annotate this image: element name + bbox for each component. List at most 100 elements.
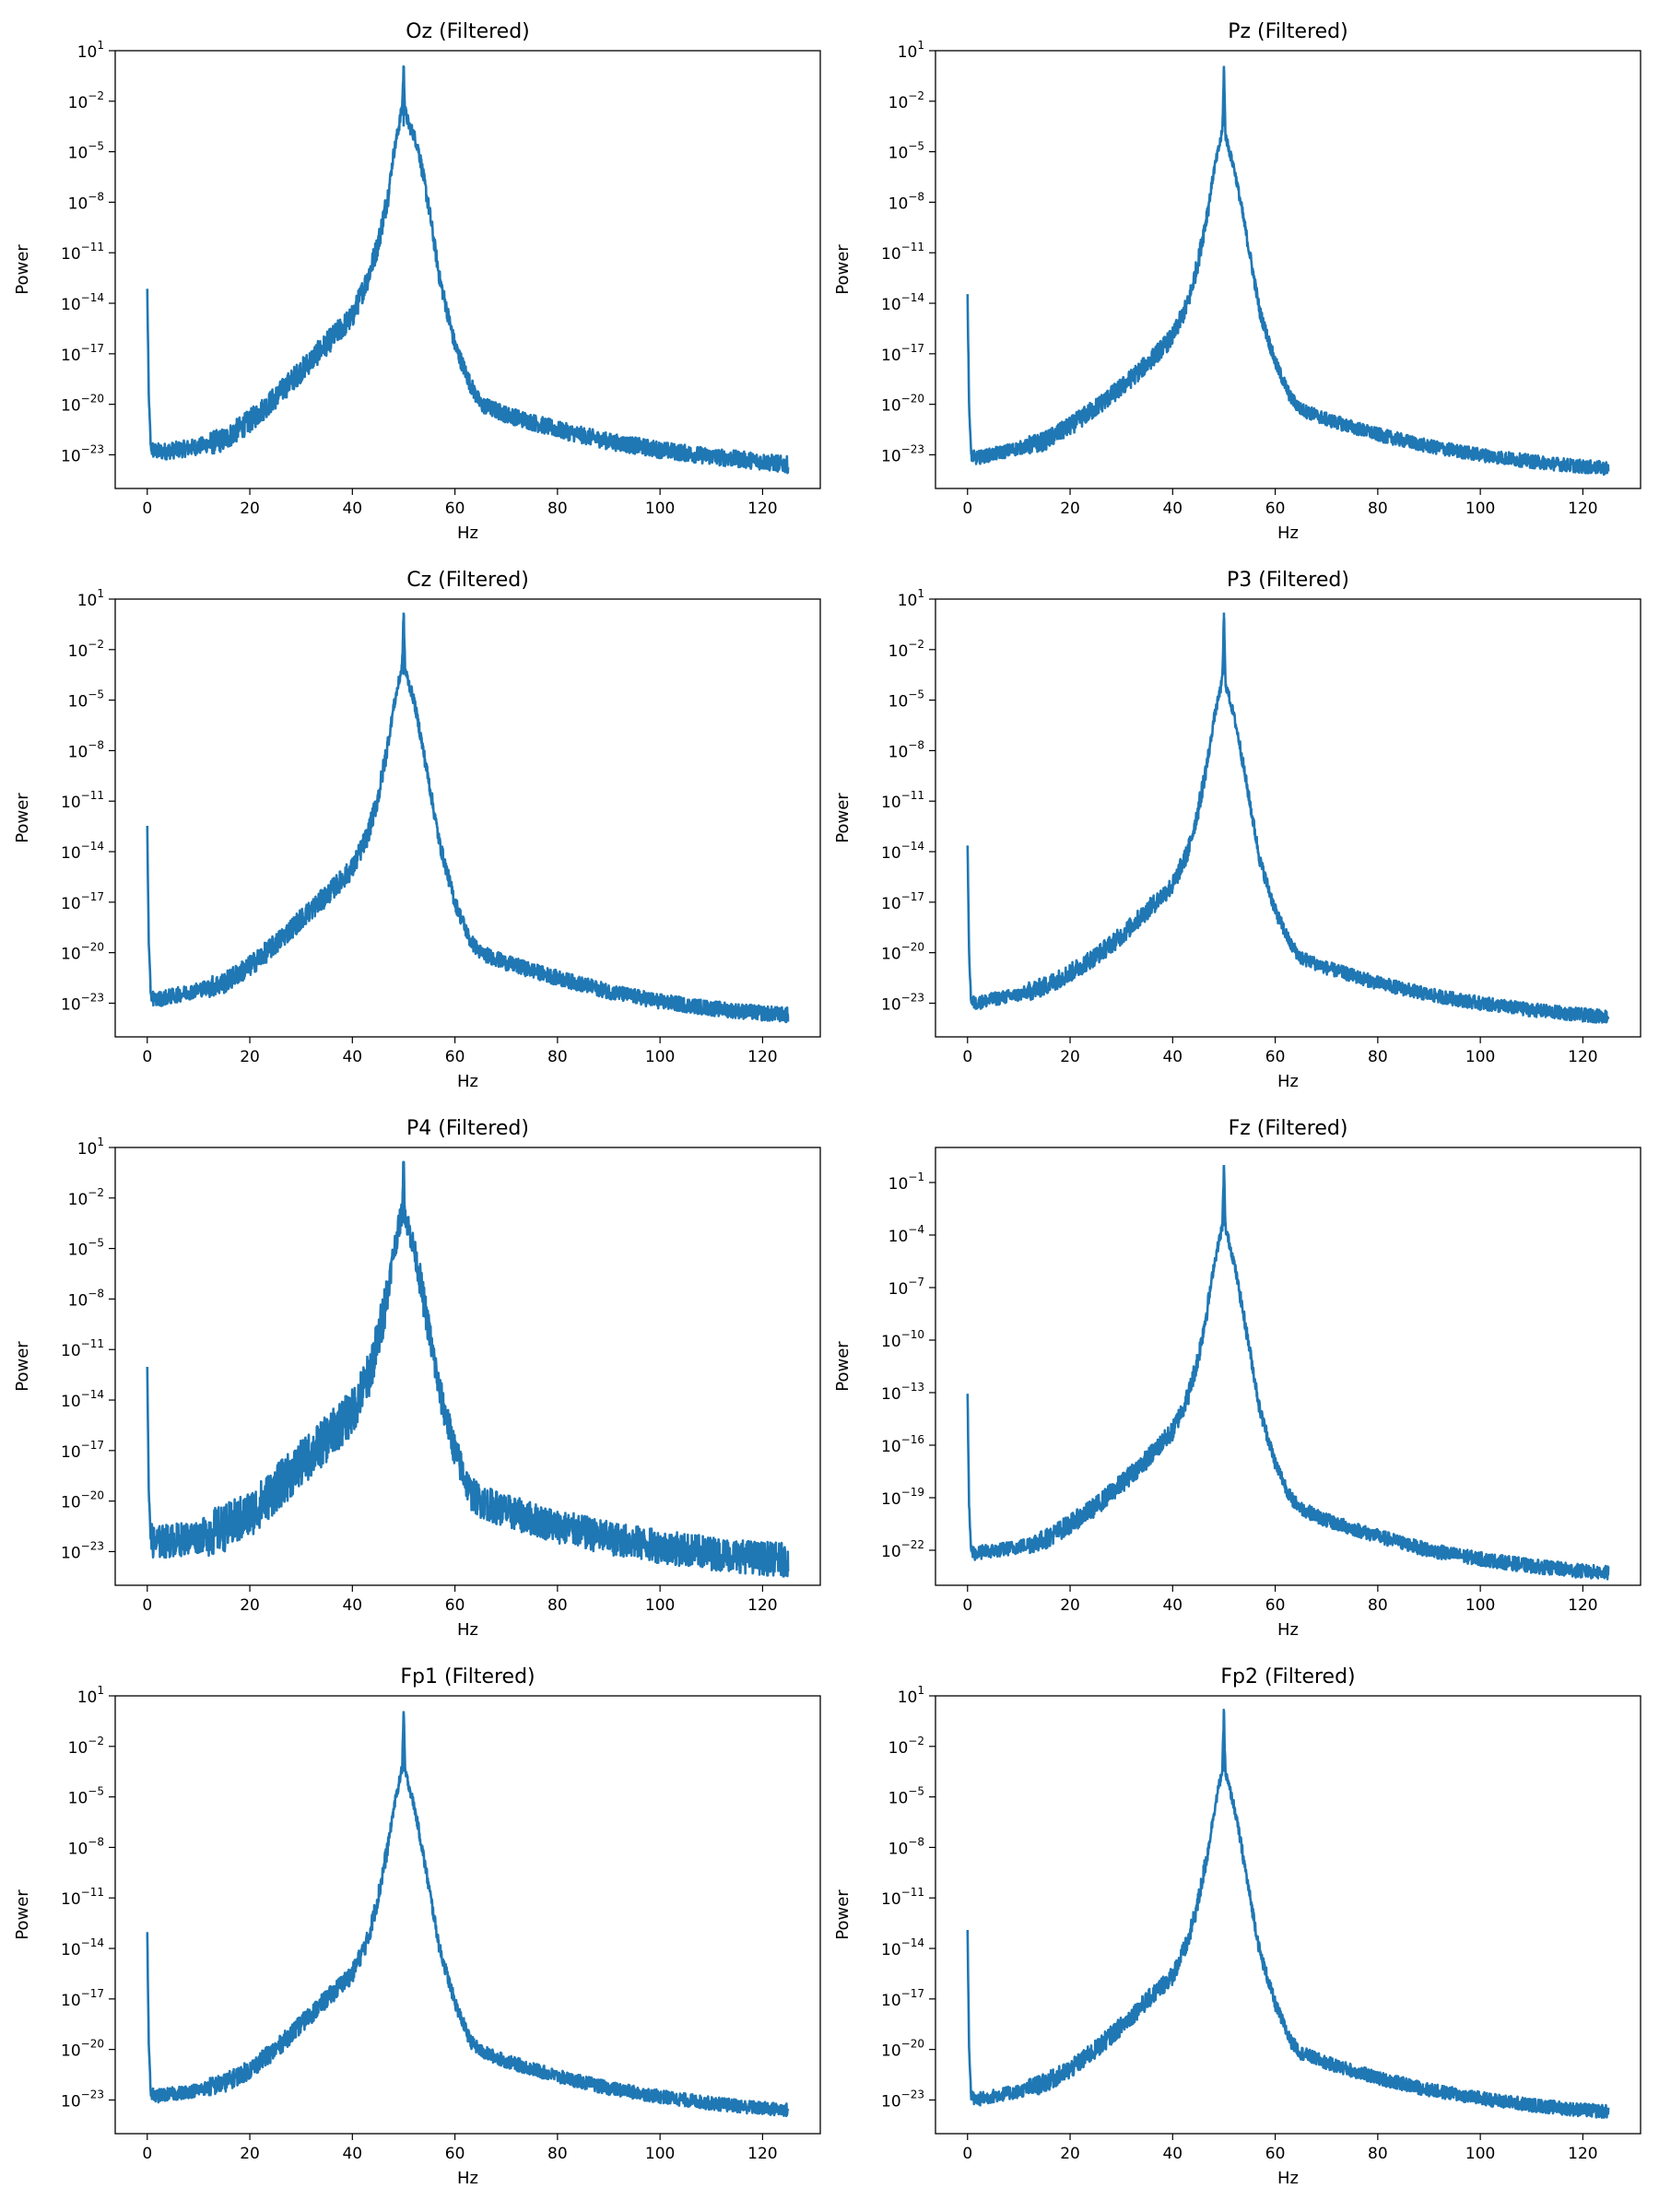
- y-tick-label: 101: [898, 587, 924, 610]
- x-tick-label: 80: [1368, 2145, 1388, 2163]
- x-tick-label: 60: [1265, 1596, 1286, 1615]
- x-tick-label: 120: [747, 1048, 777, 1066]
- y-tick-label: 10−16: [881, 1433, 924, 1456]
- x-tick-label: 20: [240, 1596, 260, 1615]
- x-tick-label: 120: [747, 1596, 777, 1615]
- subplot-5: 0 20 40 60 80 100 120 10−1 10−4 10−7 10−10 10−13 10−…: [833, 1117, 1641, 1640]
- y-axis-label: Power: [13, 244, 32, 295]
- chart-title: P4 (Filtered): [406, 1117, 529, 1140]
- x-tick-label: 100: [1465, 2145, 1495, 2163]
- x-axis-label: Hz: [457, 524, 478, 543]
- x-tick-label: 40: [342, 500, 362, 518]
- x-tick-label: 40: [342, 1596, 362, 1615]
- x-tick-label: 20: [240, 1048, 260, 1066]
- axes-frame: [114, 50, 821, 489]
- y-tick-label: 10−20: [61, 393, 104, 416]
- y-tick-label: 10−11: [61, 1337, 104, 1360]
- x-axis-label: Hz: [457, 1072, 478, 1091]
- y-tick-label: 10−17: [61, 890, 104, 913]
- x-tick-label: 80: [547, 500, 568, 518]
- x-axis-label: Hz: [1277, 1072, 1299, 1091]
- y-axis-label: Power: [13, 1889, 32, 1940]
- x-tick-label: 40: [1162, 1048, 1182, 1066]
- y-tick-label: 10−5: [68, 688, 104, 712]
- x-tick-label: 100: [645, 1048, 675, 1066]
- x-axis-label: Hz: [1277, 2169, 1299, 2188]
- x-tick-label: 40: [1162, 1596, 1182, 1615]
- y-tick-label: 10−20: [881, 941, 924, 964]
- y-tick-label: 10−14: [61, 1388, 104, 1411]
- y-tick-label: 10−2: [68, 1735, 104, 1758]
- y-tick-label: 10−8: [68, 738, 104, 761]
- y-tick-label: 10−5: [68, 140, 104, 163]
- series-line-0: [966, 1165, 1610, 1581]
- x-tick-label: 100: [645, 1596, 675, 1615]
- y-tick-label: 10−2: [68, 1186, 104, 1209]
- x-tick-label: 60: [1265, 500, 1286, 518]
- y-tick-label: 10−14: [881, 1936, 924, 1959]
- y-tick-label: 10−14: [61, 840, 104, 863]
- series-line-0: [146, 65, 790, 475]
- y-tick-label: 10−22: [881, 1538, 924, 1561]
- y-tick-label: 10−20: [61, 941, 104, 964]
- y-tick-label: 10−17: [61, 342, 104, 365]
- x-tick-label: 100: [1465, 1048, 1495, 1066]
- axes-frame: [114, 1695, 821, 2135]
- x-axis-label: Hz: [457, 2169, 478, 2188]
- y-tick-label: 10−17: [61, 1439, 104, 1462]
- y-tick-label: 10−17: [881, 890, 924, 913]
- x-tick-label: 120: [1568, 2145, 1597, 2163]
- x-tick-label: 120: [1568, 500, 1597, 518]
- x-tick-label: 60: [445, 1048, 465, 1066]
- y-tick-label: 10−23: [881, 2088, 924, 2111]
- chart-title: Oz (Filtered): [406, 20, 530, 43]
- y-tick-label: 10−8: [888, 1835, 924, 1858]
- y-tick-label: 10−10: [881, 1328, 924, 1351]
- x-tick-label: 0: [962, 1596, 972, 1615]
- x-tick-label: 60: [1265, 2145, 1286, 2163]
- axes-frame: [114, 598, 821, 1038]
- chart-title: Fp2 (Filtered): [1220, 1665, 1355, 1688]
- x-tick-label: 80: [547, 1596, 568, 1615]
- x-tick-label: 40: [1162, 2145, 1182, 2163]
- axes-frame: [935, 50, 1641, 489]
- subplot-4: 0 20 40 60 80 100 120 101 10−2 10−5 10−8 10−11 10−14…: [13, 1117, 821, 1640]
- y-tick-label: 10−14: [61, 1936, 104, 1959]
- series-line-0: [146, 613, 790, 1024]
- y-tick-label: 10−19: [881, 1486, 924, 1509]
- x-axis-label: Hz: [1277, 1620, 1299, 1640]
- x-tick-label: 20: [1060, 500, 1080, 518]
- y-tick-label: 10−8: [68, 1287, 104, 1310]
- y-tick-label: 10−17: [881, 342, 924, 365]
- subplot-3: 0 20 40 60 80 100 120 101 10−2 10−5 10−8 10−11 10−14…: [833, 569, 1641, 1091]
- y-tick-label: 10−7: [888, 1276, 924, 1299]
- subplot-1: 0 20 40 60 80 100 120 101 10−2 10−5 10−8 10−11 10−14…: [833, 20, 1641, 543]
- x-axis-label: Hz: [457, 1620, 478, 1640]
- y-tick-label: 10−8: [68, 190, 104, 213]
- chart-title: Pz (Filtered): [1228, 20, 1347, 43]
- y-tick-label: 10−20: [61, 2038, 104, 2061]
- y-axis-label: Power: [833, 1341, 853, 1392]
- series-line-0: [966, 617, 1610, 1024]
- subplot-0: 0 20 40 60 80 100 120 101 10−2 10−5 10−8 10−11 10−14…: [13, 20, 821, 543]
- y-tick-label: 101: [898, 1684, 924, 1707]
- x-tick-label: 100: [1465, 500, 1495, 518]
- y-tick-label: 10−11: [61, 789, 104, 812]
- axes-frame: [935, 1147, 1641, 1586]
- x-tick-label: 0: [962, 1048, 972, 1066]
- x-tick-label: 100: [645, 2145, 675, 2163]
- subplot-6: 0 20 40 60 80 100 120 101 10−2 10−5 10−8 10−11 10−14…: [13, 1665, 821, 2188]
- x-tick-label: 40: [1162, 500, 1182, 518]
- x-tick-label: 100: [645, 500, 675, 518]
- series-line-0: [146, 1712, 790, 2118]
- subplot-7: 0 20 40 60 80 100 120 101 10−2 10−5 10−8 10−11 10−14…: [833, 1665, 1641, 2188]
- y-tick-label: 10−11: [61, 241, 104, 264]
- chart-title: Cz (Filtered): [406, 569, 529, 592]
- x-tick-label: 100: [1465, 1596, 1495, 1615]
- y-tick-label: 10−5: [68, 1785, 104, 1808]
- y-tick-label: 10−23: [61, 442, 104, 465]
- series-line-0: [146, 1160, 790, 1578]
- y-tick-label: 10−8: [888, 190, 924, 213]
- y-tick-label: 10−5: [888, 688, 924, 712]
- y-tick-label: 10−4: [888, 1223, 924, 1246]
